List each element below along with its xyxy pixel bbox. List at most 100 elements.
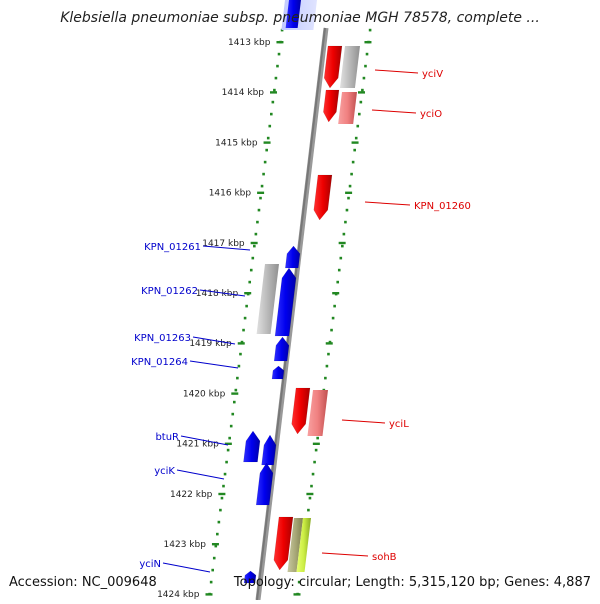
gene-arrow-sohB <box>273 516 294 571</box>
ruler-dot <box>274 76 278 80</box>
ruler-tick-left <box>257 191 265 194</box>
gene-label: yciO <box>420 109 442 120</box>
top-feature-blue <box>285 0 301 28</box>
ruler-tick-right <box>358 91 366 94</box>
ruler-dot <box>220 496 224 500</box>
ruler-dot <box>348 184 352 188</box>
gene-arrow-yciO <box>323 89 340 123</box>
gene-track <box>243 0 360 584</box>
ruler-tick-label: 1422 kbp <box>170 490 213 500</box>
ruler-tick-right <box>306 492 314 496</box>
ruler-dot <box>359 100 363 104</box>
ruler-dot <box>236 376 239 380</box>
gene-arrow-yciV <box>323 45 343 89</box>
ruler-dot <box>248 280 252 284</box>
map-title: Klebsiella pneumoniae subsp. pneumoniae … <box>60 10 540 26</box>
ruler-dot <box>347 196 350 200</box>
ruler-dot <box>239 352 242 356</box>
gene-leader-line <box>189 360 239 369</box>
ruler-dot <box>331 316 335 320</box>
gene-arrow-KPN_01263 <box>273 336 290 362</box>
gene-arrow-KPN_01260 <box>313 174 333 221</box>
ruler-tick-label: 1413 kbp <box>228 38 271 48</box>
ruler-tick-label: 1416 kbp <box>209 189 252 199</box>
gene-leader-line <box>176 469 225 480</box>
ruler-dot <box>234 388 238 392</box>
ruler-dot <box>365 52 369 56</box>
ruler-dot <box>223 472 227 476</box>
gene-label: btuR <box>155 432 179 443</box>
gene-arrow-yciL <box>291 387 311 435</box>
ruler-dot <box>257 208 261 212</box>
ruler-dot <box>256 220 259 224</box>
ruler-tick-label: 1421 kbp <box>176 440 219 450</box>
ruler-tick-right <box>351 141 359 144</box>
ruler-tick-right <box>338 241 346 245</box>
ruler-dot <box>240 340 244 344</box>
ruler-dot <box>270 112 273 116</box>
pseudo-block-KPN_01262 <box>256 264 279 334</box>
ruler-dot <box>249 268 253 272</box>
ruler-dot <box>212 556 216 560</box>
ruler-dot <box>263 160 267 164</box>
ruler-tick-left <box>250 241 258 245</box>
ruler-dot <box>325 364 329 368</box>
gene-leader-line <box>202 245 251 251</box>
ruler-dot <box>268 124 272 128</box>
ruler-dot <box>339 256 343 260</box>
ruler-dot <box>330 328 333 332</box>
gene-arrow-btuR-2 <box>261 434 277 466</box>
ruler-dot <box>354 136 358 140</box>
gene-leader-line <box>180 435 229 446</box>
ruler-dot <box>254 232 258 236</box>
ruler-tick-left <box>211 543 219 546</box>
ruler-tick-right <box>293 593 301 596</box>
ruler-tick-label: 1415 kbp <box>215 138 258 148</box>
ruler-dot <box>368 28 372 32</box>
ruler: 1413 kbp 1414 kbp 1415 kbp 1416 kbp 1417 kbp… <box>157 28 372 600</box>
ruler-dot <box>237 364 241 368</box>
ruler-dot <box>222 484 225 488</box>
ruler-dot <box>276 64 279 68</box>
ruler-dot <box>251 256 255 260</box>
ruler-dot <box>217 520 221 524</box>
ruler-tick-right <box>345 191 353 194</box>
gene-leader-line <box>199 289 246 297</box>
ruler-tick-right <box>364 41 372 44</box>
ruler-tick-label: 1423 kbp <box>164 540 207 550</box>
ruler-tick-left <box>276 41 284 44</box>
gene-leader-line <box>364 201 411 206</box>
ruler-dot <box>260 184 264 188</box>
ruler-dot <box>228 436 231 440</box>
ruler-dot <box>345 208 349 212</box>
ruler-dot <box>219 508 222 512</box>
ruler-tick-left <box>218 492 226 496</box>
ruler-dot <box>214 544 218 548</box>
topology-summary: Topology: circular; Length: 5,315,120 bp… <box>233 575 591 590</box>
ruler-dot <box>307 508 310 512</box>
ruler-dot <box>277 52 281 56</box>
ruler-dot <box>211 568 214 572</box>
olive-block-sohB <box>287 518 303 572</box>
ruler-dot <box>362 76 366 80</box>
ruler-dot <box>324 376 327 380</box>
ruler-dot <box>336 280 340 284</box>
ruler-dot <box>265 148 268 152</box>
ruler-dot <box>356 124 360 128</box>
pink-block-yciO <box>338 92 357 124</box>
ruler-dot <box>344 220 347 224</box>
gene-leader-line <box>162 562 211 573</box>
ruler-tick-label: 1419 kbp <box>189 339 232 349</box>
gene-label: KPN_01261 <box>144 242 201 253</box>
accession-text: Accession: NC_009648 <box>9 575 157 590</box>
gene-leader-line <box>341 419 386 424</box>
ruler-dot <box>358 112 361 116</box>
ruler-dot <box>242 328 245 332</box>
pseudo-block-yciV <box>339 46 360 88</box>
gene-arrow-KPN_01262 <box>274 267 297 337</box>
ruler-dot <box>310 484 313 488</box>
ruler-tick-left <box>237 342 245 345</box>
ruler-dot <box>229 424 233 428</box>
ruler-dot <box>262 172 265 176</box>
